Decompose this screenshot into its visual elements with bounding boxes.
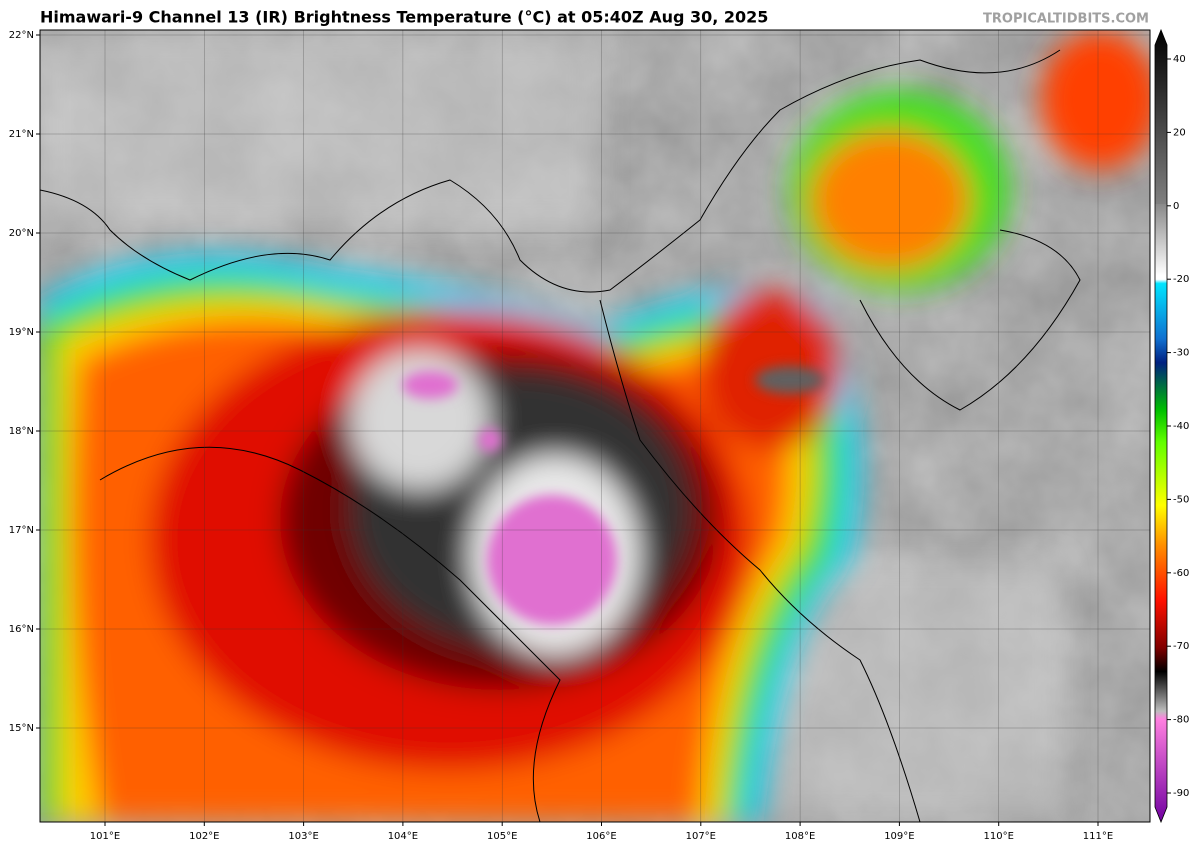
colorbar-label: -30 — [1173, 348, 1189, 359]
colorbar-label: -40 — [1173, 421, 1189, 432]
lon-label: 105°E — [487, 831, 517, 842]
title: Himawari-9 Channel 13 (IR) Brightness Te… — [40, 8, 768, 27]
cloud — [40, 30, 600, 230]
lat-label: 20°N — [9, 228, 34, 239]
lat-label: 22°N — [9, 30, 34, 41]
border — [40, 49, 1061, 293]
colorbar-label: -90 — [1173, 788, 1189, 799]
lat-label: 19°N — [9, 327, 34, 338]
cold-tops — [402, 366, 825, 625]
coast — [859, 229, 1081, 411]
lon-label: 101°E — [90, 831, 120, 842]
credit: TROPICALTIDBITS.COM — [983, 12, 1149, 27]
lat-label: 18°N — [9, 426, 34, 437]
core — [487, 495, 617, 625]
lon-label: 103°E — [288, 831, 318, 842]
colorbar-label: -20 — [1173, 274, 1189, 285]
band — [810, 130, 970, 270]
colorbar — [1154, 28, 1168, 824]
graticule — [40, 30, 1150, 822]
colorbar-label: -60 — [1173, 568, 1189, 579]
colorbar-label: -70 — [1173, 641, 1189, 652]
band — [1040, 30, 1150, 170]
coast — [599, 299, 921, 822]
colorbar-label: 40 — [1173, 54, 1186, 65]
satellite-image — [40, 30, 1150, 822]
lon-label: 107°E — [686, 831, 716, 842]
coastlines — [40, 49, 1081, 822]
colorbar-label: -80 — [1173, 715, 1189, 726]
lat-label: 16°N — [9, 624, 34, 635]
core — [478, 428, 502, 452]
band — [350, 350, 490, 490]
lat-label: 21°N — [9, 129, 34, 140]
lon-label: 110°E — [983, 831, 1013, 842]
border — [99, 446, 561, 822]
lon-label: 104°E — [388, 831, 418, 842]
lon-label: 106°E — [586, 831, 616, 842]
storm — [40, 30, 1150, 822]
map-frame — [39, 29, 1151, 823]
lat-label: 15°N — [9, 723, 34, 734]
lat-label: 17°N — [9, 525, 34, 536]
lon-label: 102°E — [189, 831, 219, 842]
lon-label: 109°E — [884, 831, 914, 842]
colorbar-label: 0 — [1173, 201, 1179, 212]
colorbar-label: -50 — [1173, 494, 1189, 505]
lon-label: 108°E — [785, 831, 815, 842]
lon-label: 111°E — [1083, 831, 1113, 842]
core — [755, 366, 825, 394]
core — [402, 371, 458, 399]
colorbar-label: 20 — [1173, 127, 1186, 138]
